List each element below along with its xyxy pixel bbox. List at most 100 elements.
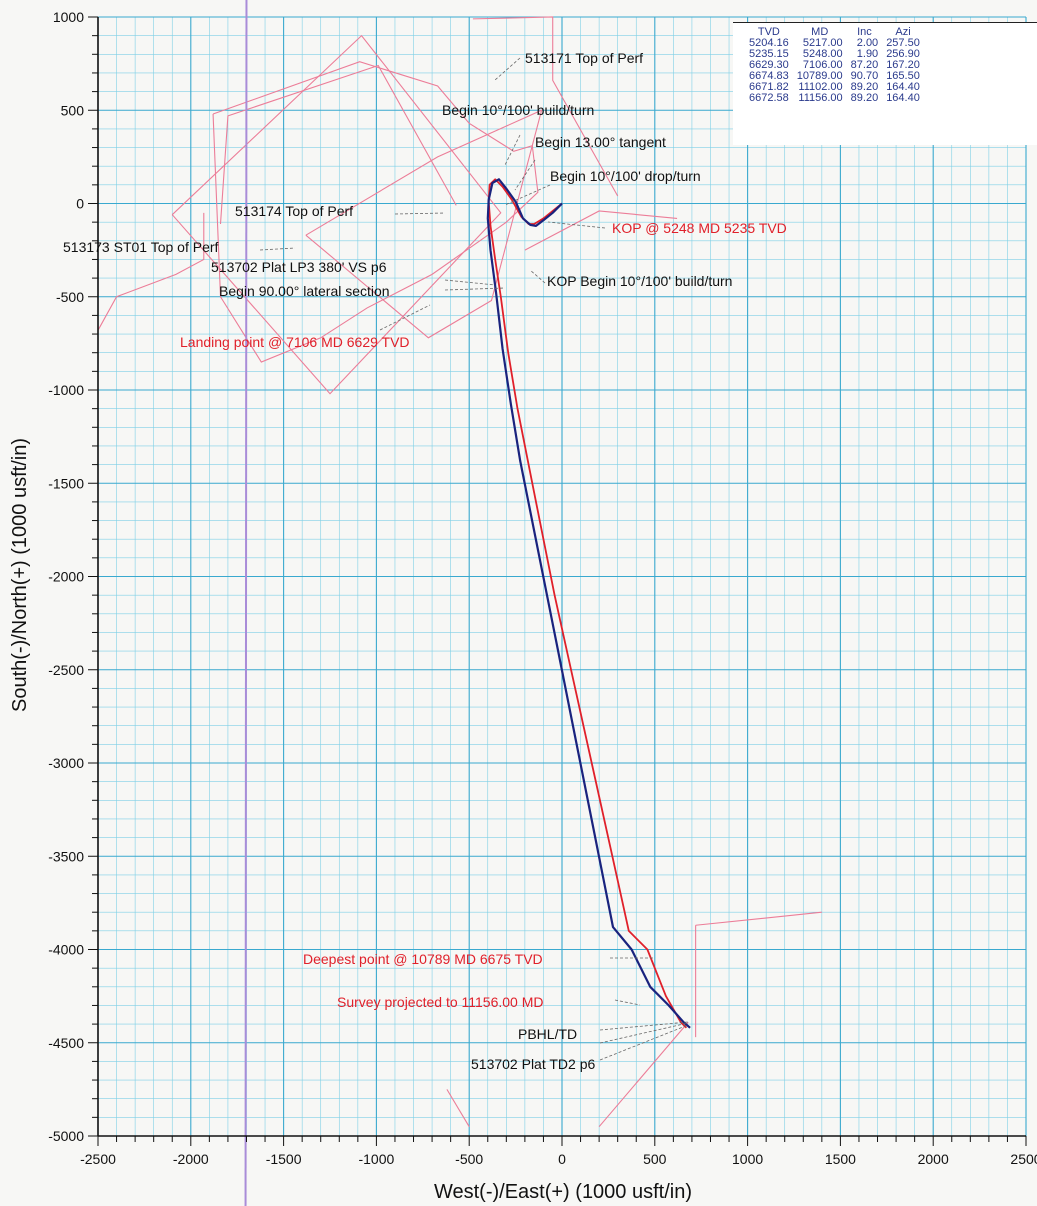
y-tick-label: -2500 — [48, 662, 84, 678]
y-tick-label: -4500 — [48, 1035, 84, 1051]
leader-line — [259, 247, 296, 251]
table-cell: 87.20 — [850, 59, 879, 71]
table-row: 6672.58 11156.00 89.20 164.40 — [749, 93, 928, 104]
survey-table: TVD MD Inc Azi 5204.16 5217.00 2.00 257.50 5235… — [733, 22, 1037, 145]
y-tick-label: -5000 — [48, 1128, 84, 1144]
annotation-label: 513174 Top of Perf — [235, 203, 353, 219]
table-cell: 5217.00 — [802, 37, 843, 49]
leader-line — [444, 287, 506, 291]
x-tick-label: 500 — [643, 1151, 667, 1167]
boundary-outline — [598, 1021, 689, 1128]
table-cell: 164.40 — [886, 81, 920, 93]
annotation-label: KOP @ 5248 MD 5235 TVD — [612, 220, 787, 236]
leader-line — [514, 159, 536, 191]
table-cell: 90.70 — [850, 70, 879, 82]
leader-line — [504, 184, 551, 206]
section-line — [244, 0, 248, 1206]
y-tick-label: -1500 — [48, 475, 84, 491]
boundary-outline — [219, 64, 457, 225]
leader-line — [614, 999, 641, 1006]
annotation-label: Begin 10°/100' drop/turn — [550, 168, 701, 184]
x-tick-label: 2500 — [1010, 1151, 1037, 1167]
leader-line — [599, 1024, 689, 1061]
x-tick-label: 2000 — [918, 1151, 949, 1167]
y-tick-label: -3500 — [48, 848, 84, 864]
y-tick-label: -3000 — [48, 755, 84, 771]
x-axis-label: West(-)/East(+) (1000 usft/in) — [434, 1181, 692, 1203]
table-cell: 89.20 — [850, 81, 879, 93]
boundary-outline — [171, 34, 502, 395]
table-cell: 6629.30 — [749, 59, 789, 71]
table-header: MD — [811, 26, 829, 38]
leader-line — [547, 221, 606, 229]
y-tick-label: -1000 — [48, 382, 84, 398]
table-cell: 2.00 — [856, 37, 879, 49]
annotation-label: Deepest point @ 10789 MD 6675 TVD — [303, 951, 543, 967]
series-line-1 — [486, 178, 691, 1029]
table-header: Azi — [895, 26, 911, 38]
table-cell: 257.50 — [886, 37, 920, 49]
annotation-label: 513173 ST01 Top of Perf — [63, 239, 219, 255]
leader-line — [529, 269, 546, 284]
table-cell: 11156.00 — [798, 92, 843, 104]
table-row: 6629.30 7106.00 87.20 167.20 — [749, 60, 928, 71]
table-cell: 5248.00 — [802, 48, 843, 60]
table-cell: 6674.83 — [749, 70, 789, 82]
table-cell: 256.90 — [886, 48, 920, 60]
boundary-outline — [97, 212, 205, 331]
table-row: 6674.83 10789.00 90.70 165.50 — [749, 71, 928, 82]
table-cell: 167.20 — [886, 59, 920, 71]
annotation-label: 513171 Top of Perf — [525, 50, 643, 66]
x-tick-label: -2000 — [173, 1151, 209, 1167]
table-cell: 1.90 — [856, 48, 879, 60]
annotation-label: Begin 10°/100' build/turn — [442, 102, 594, 118]
y-tick-label: 1000 — [53, 9, 84, 25]
y-tick-label: 0 — [76, 196, 84, 212]
y-tick-label: -2000 — [48, 569, 84, 585]
x-tick-label: -500 — [455, 1151, 483, 1167]
table-cell: 6672.58 — [749, 92, 789, 104]
table-row: 5235.15 5248.00 1.90 256.90 — [749, 49, 928, 60]
x-tick-label: -2500 — [80, 1151, 116, 1167]
leader-line — [394, 212, 446, 215]
leader-line — [504, 134, 521, 166]
x-tick-label: 0 — [558, 1151, 566, 1167]
leader-line — [599, 1022, 689, 1044]
table-cell: 5204.16 — [749, 37, 789, 49]
annotation-label: Begin 90.00° lateral section — [219, 283, 390, 299]
table-cell: 89.20 — [850, 92, 879, 104]
y-axis-label: South(-)/North(+) (1000 usft/in) — [9, 438, 31, 712]
leader-line — [444, 279, 496, 286]
table-cell: 7106.00 — [802, 59, 843, 71]
annotation-label: Landing point @ 7106 MD 6629 TVD — [180, 334, 410, 350]
boundary-outline — [212, 61, 539, 363]
boundary-outline — [695, 911, 822, 926]
y-tick-label: 500 — [61, 102, 85, 118]
x-tick-label: -1500 — [266, 1151, 302, 1167]
annotation-label: PBHL/TD — [518, 1026, 577, 1042]
annotation-label: Begin 13.00° tangent — [535, 134, 666, 150]
leader-line — [494, 57, 521, 81]
y-tick-label: -4000 — [48, 942, 84, 958]
table-header: TVD — [757, 26, 780, 38]
table-cell: 6671.82 — [749, 81, 789, 93]
table-cell: 10789.00 — [796, 70, 843, 82]
annotation-label: KOP Begin 10°/100' build/turn — [547, 273, 732, 289]
leader-line — [379, 304, 431, 331]
table-row: 5204.16 5217.00 2.00 257.50 — [749, 38, 928, 49]
table-header: Inc — [857, 26, 872, 38]
x-tick-label: 1500 — [825, 1151, 856, 1167]
table-cell: 5235.15 — [749, 48, 789, 60]
annotation-label: 513702 Plat LP3 380' VS p6 — [211, 259, 387, 275]
table-cell: 165.50 — [886, 70, 920, 82]
table-cell: 11102.00 — [798, 81, 843, 93]
y-tick-label: -500 — [56, 289, 84, 305]
annotation-label: 513702 Plat TD2 p6 — [471, 1056, 595, 1072]
boundary-outline — [524, 210, 678, 251]
boundary-outline — [446, 1089, 470, 1127]
x-tick-label: 1000 — [732, 1151, 763, 1167]
table-row: 6671.82 11102.00 89.20 164.40 — [749, 82, 928, 93]
table-cell: 164.40 — [886, 92, 920, 104]
annotation-label: Survey projected to 11156.00 MD — [337, 994, 544, 1010]
